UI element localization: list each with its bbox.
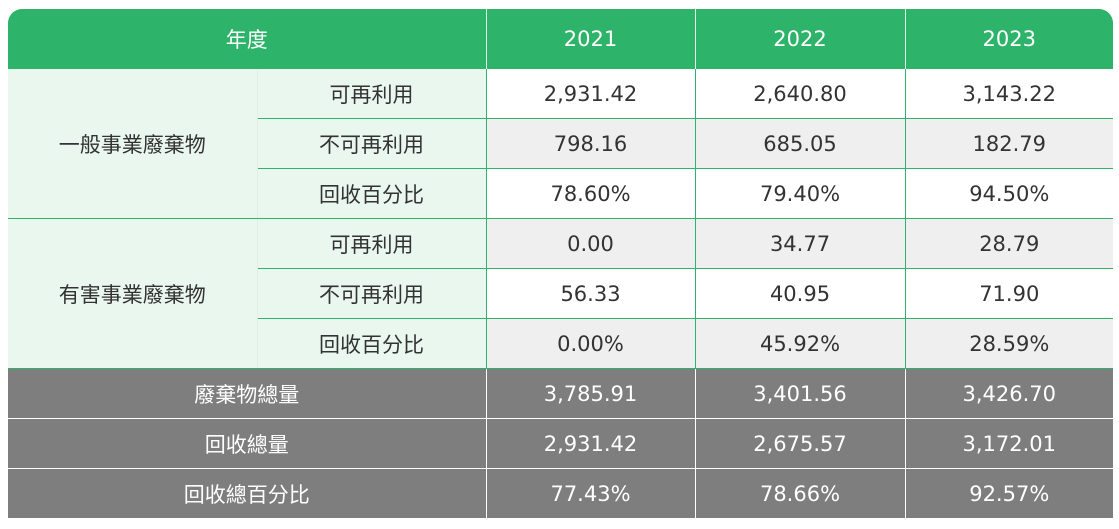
table-cell: 78.66% <box>694 468 905 518</box>
row-label: 可再利用 <box>257 218 486 269</box>
header-year-2022: 2022 <box>695 9 906 69</box>
table-row: 不可再利用 56.33 40.95 71.90 <box>8 268 1113 319</box>
table-cell: 71.90 <box>904 268 1113 319</box>
table-row: 回收總百分比 77.43% 78.66% 92.57% <box>8 468 1113 518</box>
total-label: 回收總百分比 <box>8 468 486 518</box>
table-cell: 2,675.57 <box>694 418 905 469</box>
table-cell: 2,931.42 <box>485 69 695 119</box>
table-cell: 40.95 <box>694 268 905 319</box>
row-label: 不可再利用 <box>257 118 486 169</box>
table-row: 廢棄物總量 3,785.91 3,401.56 3,426.70 <box>8 368 1113 419</box>
table-cell: 798.16 <box>485 118 695 169</box>
table-row: 回收百分比 78.60% 79.40% 94.50% <box>8 168 1113 219</box>
table-cell: 3,143.22 <box>904 69 1113 119</box>
header-year-label: 年度 <box>8 9 487 69</box>
table-row: 有害事業廢棄物 可再利用 0.00 34.77 28.79 <box>8 218 1113 369</box>
totals-section: 廢棄物總量 3,785.91 3,401.56 3,426.70 回收總量 2,… <box>8 368 1113 518</box>
table-cell: 685.05 <box>694 118 905 169</box>
table-row: 不可再利用 798.16 685.05 182.79 <box>8 118 1113 169</box>
table-cell: 34.77 <box>694 218 905 269</box>
table-cell: 2,640.80 <box>694 69 905 119</box>
table-cell: 3,426.70 <box>904 368 1113 419</box>
row-label: 回收百分比 <box>257 318 486 369</box>
row-label: 不可再利用 <box>257 268 486 319</box>
row-label: 可再利用 <box>257 69 486 119</box>
waste-table-container: 年度 2021 2022 2023 一般事業廢棄物 可再利用 2,931.42 … <box>8 9 1113 518</box>
table-cell: 3,172.01 <box>904 418 1113 469</box>
table-cell: 0.00% <box>485 318 695 369</box>
table-cell: 182.79 <box>904 118 1113 169</box>
group-label: 一般事業廢棄物 <box>8 69 258 219</box>
total-label: 回收總量 <box>8 418 486 469</box>
header-year-2021: 2021 <box>486 9 696 69</box>
table-row: 一般事業廢棄物 可再利用 2,931.42 2,640.80 3,143.22 <box>8 69 1113 219</box>
row-label: 回收百分比 <box>257 168 486 219</box>
table-cell: 28.79 <box>904 218 1113 269</box>
table-cell: 78.60% <box>485 168 695 219</box>
waste-statistics-table: 年度 2021 2022 2023 一般事業廢棄物 可再利用 2,931.42 … <box>8 9 1113 518</box>
table-cell: 0.00 <box>485 218 695 269</box>
header-year-2023: 2023 <box>905 9 1113 69</box>
table-cell: 45.92% <box>694 318 905 369</box>
table-cell: 92.57% <box>904 468 1113 518</box>
table-cell: 2,931.42 <box>485 418 695 469</box>
table-cell: 79.40% <box>694 168 905 219</box>
header-row: 年度 2021 2022 2023 <box>8 9 1113 69</box>
table-row: 回收總量 2,931.42 2,675.57 3,172.01 <box>8 418 1113 469</box>
general-waste-section: 一般事業廢棄物 可再利用 2,931.42 2,640.80 3,143.22 … <box>8 69 1113 219</box>
table-cell: 3,785.91 <box>485 368 695 419</box>
table-cell: 77.43% <box>485 468 695 518</box>
table-cell: 56.33 <box>485 268 695 319</box>
group-label: 有害事業廢棄物 <box>8 218 258 369</box>
table-row: 回收百分比 0.00% 45.92% 28.59% <box>8 318 1113 369</box>
hazardous-waste-section: 有害事業廢棄物 可再利用 0.00 34.77 28.79 不可再利用 56.3… <box>8 218 1113 369</box>
total-label: 廢棄物總量 <box>8 368 486 419</box>
table-cell: 28.59% <box>904 318 1113 369</box>
table-cell: 94.50% <box>904 168 1113 219</box>
table-cell: 3,401.56 <box>694 368 905 419</box>
